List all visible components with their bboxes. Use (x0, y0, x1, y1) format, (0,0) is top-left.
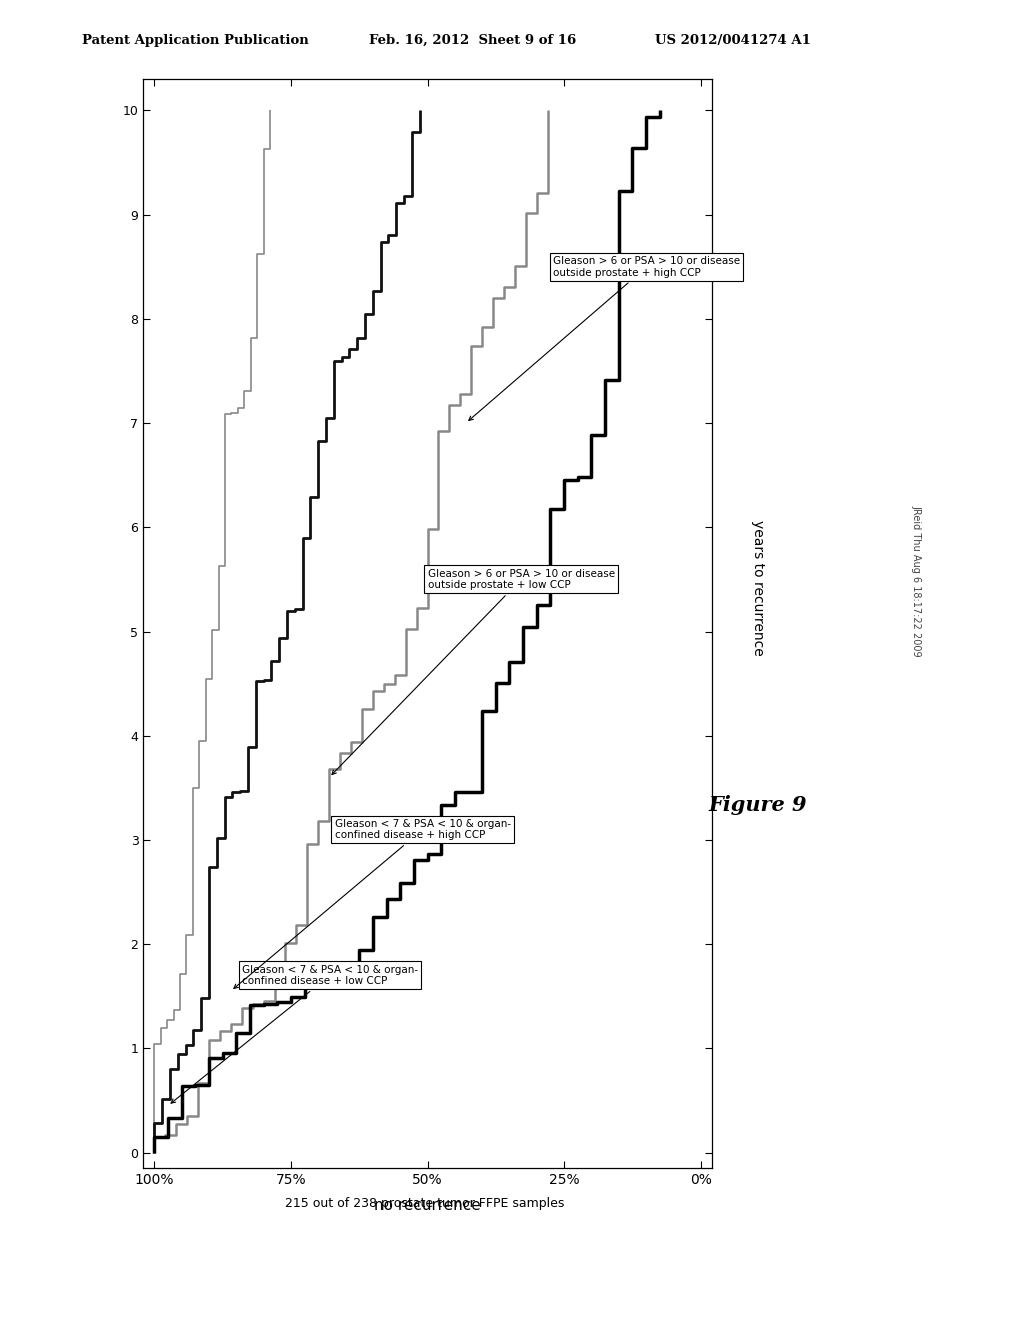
X-axis label: no recurrence: no recurrence (374, 1199, 481, 1213)
Text: Patent Application Publication: Patent Application Publication (82, 33, 308, 46)
Text: 215 out of 238 prostate tumor FFPE samples: 215 out of 238 prostate tumor FFPE sampl… (286, 1197, 564, 1210)
Text: Gleason < 7 & PSA < 10 & organ-
confined disease + low CCP: Gleason < 7 & PSA < 10 & organ- confined… (171, 965, 418, 1104)
Text: Feb. 16, 2012  Sheet 9 of 16: Feb. 16, 2012 Sheet 9 of 16 (369, 33, 575, 46)
Text: Gleason < 7 & PSA < 10 & organ-
confined disease + high CCP: Gleason < 7 & PSA < 10 & organ- confined… (233, 818, 511, 989)
Text: Gleason > 6 or PSA > 10 or disease
outside prostate + low CCP: Gleason > 6 or PSA > 10 or disease outsi… (332, 569, 614, 775)
Text: JReid Thu Aug 6 18:17:22 2009: JReid Thu Aug 6 18:17:22 2009 (911, 506, 922, 656)
Text: US 2012/0041274 A1: US 2012/0041274 A1 (655, 33, 811, 46)
Text: Figure 9: Figure 9 (709, 795, 807, 816)
Text: Gleason > 6 or PSA > 10 or disease
outside prostate + high CCP: Gleason > 6 or PSA > 10 or disease outsi… (469, 256, 740, 421)
Text: years to recurrence: years to recurrence (751, 520, 765, 655)
